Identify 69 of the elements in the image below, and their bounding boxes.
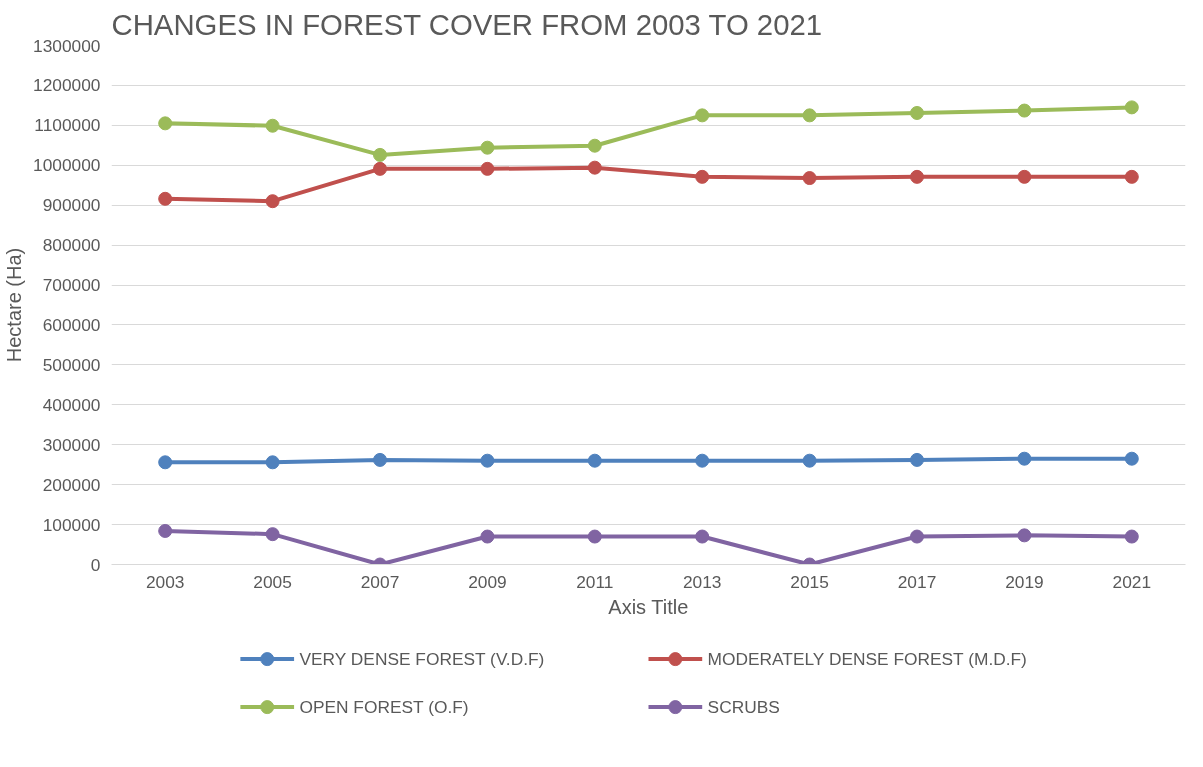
y-tick-label: 300000 [42,434,101,455]
point [695,108,710,123]
point [910,529,924,544]
point [587,160,602,175]
point [158,191,173,206]
x-tick-label: 2003 [145,571,185,592]
point [1017,103,1032,118]
x-tick-label: 2021 [1112,571,1152,592]
point [1124,169,1139,184]
point [695,529,710,544]
point [480,140,495,155]
y-tick-label: 200000 [42,474,101,495]
point [695,169,710,184]
point [1124,529,1139,544]
point [1124,451,1139,466]
legend-label: SCRUBS [707,697,780,718]
point [373,161,387,176]
point [802,171,817,186]
legend-label: VERY DENSE FOREST (V.D.F) [299,649,545,670]
x-tick-label: 2019 [1005,571,1044,592]
point [480,161,495,176]
point [802,453,817,468]
point [587,529,602,544]
point [158,455,173,470]
point [158,523,173,538]
y-tick-label: 1200000 [33,75,101,96]
point [802,108,817,123]
y-tick-label: 1300000 [33,35,101,56]
point [695,453,710,468]
legend-label: OPEN FOREST (O.F) [299,697,469,718]
point [265,527,280,542]
point [265,194,280,209]
point [480,529,495,544]
y-tick-label: 700000 [42,275,101,296]
y-tick-label: 100000 [42,514,101,535]
point [373,147,387,162]
point [910,105,924,120]
y-tick-label: 500000 [42,354,101,375]
point [480,453,495,468]
point [158,116,173,131]
x-tick-label: 2007 [360,571,400,592]
x-tick-label: 2009 [468,571,507,592]
point [587,138,602,153]
legend-label: MODERATELY DENSE FOREST (M.D.F) [707,649,1027,670]
y-tick-label: 800000 [42,235,101,256]
x-axis-title: Axis Title [608,595,689,618]
point [1017,528,1032,543]
point [1124,100,1139,115]
y-tick-label: 400000 [42,394,101,415]
x-tick-label: 2011 [576,571,614,592]
y-axis-title: Hectare (Ha) [3,247,26,363]
point [910,169,924,184]
x-tick-label: 2013 [682,571,722,592]
point [1017,169,1032,184]
point [910,452,924,467]
point [265,118,280,133]
y-tick-label: 0 [90,554,101,575]
x-tick-label: 2005 [253,571,292,592]
y-tick-label: 900000 [42,195,101,216]
point [265,455,280,470]
point [587,453,602,468]
x-tick-label: 2015 [790,571,829,592]
point [373,452,387,467]
y-tick-label: 1000000 [33,155,101,176]
y-tick-label: 600000 [42,314,101,335]
x-tick-label: 2017 [897,571,937,592]
point [1017,451,1032,466]
chart-title: CHANGES IN FOREST COVER FROM 2003 TO 2021 [111,7,823,41]
y-tick-label: 1100000 [34,115,101,136]
